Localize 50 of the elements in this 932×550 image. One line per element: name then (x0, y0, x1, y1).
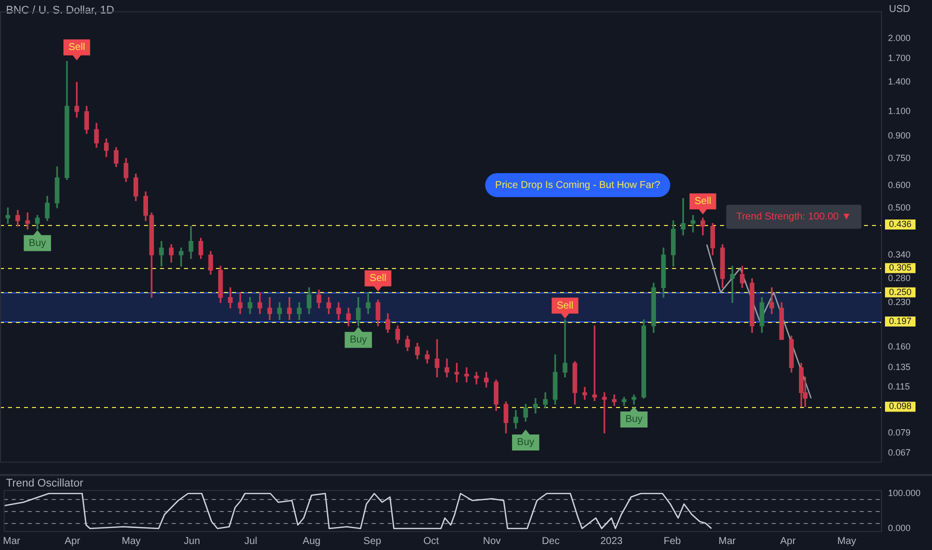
annotation: Price Drop Is Coming - But How Far? (495, 180, 661, 191)
y-tick-label: 0.230 (888, 297, 911, 308)
x-tick-label: May (122, 536, 141, 547)
y-tick-label: 0.340 (888, 249, 911, 260)
x-tick-label: Nov (482, 536, 501, 547)
x-tick-label: Apr (780, 536, 796, 547)
y-tick-label: 0.280 (888, 273, 911, 284)
annotation: Sell (370, 273, 386, 284)
annotation: Buy (517, 437, 534, 448)
ref-line-label: 0.098 (889, 401, 912, 412)
x-tick-label: Aug (302, 536, 320, 547)
y-tick-label: 0.500 (888, 202, 911, 212)
x-tick-label: Sep (363, 536, 382, 547)
annotation: Trend Strength: 100.00 ▼ (736, 211, 852, 222)
x-tick-label: Jun (184, 536, 200, 547)
ref-line-label: 0.436 (889, 219, 912, 230)
annotation: Sell (556, 300, 574, 312)
y-tick-label: 1.700 (888, 52, 911, 63)
ref-line-label: 0.250 (889, 286, 912, 297)
annotation: Sell (694, 196, 712, 208)
annotation: Sell (68, 42, 86, 54)
chart-title: Trend Oscillator (6, 478, 84, 490)
x-tick-label: Oct (423, 536, 440, 547)
y-tick-label: 0.900 (888, 130, 911, 141)
x-tick-label: Mar (2, 536, 21, 547)
x-tick-label: Apr (64, 536, 81, 547)
y-tick-label: 100.000 (888, 488, 921, 498)
y-tick-label: 0.115 (888, 382, 910, 392)
annotation: Buy (625, 414, 643, 426)
y-tick-label: 0.135 (888, 362, 911, 372)
y-tick-label: 0.600 (888, 180, 911, 190)
y-tick-label: 2.000 (888, 33, 911, 44)
annotation: Buy (28, 238, 46, 249)
ref-line-label: 0.197 (889, 316, 912, 326)
y-tick-label: 0.000 (888, 522, 911, 533)
x-tick-label: Mar (718, 536, 736, 547)
annotation: Buy (350, 334, 367, 346)
y-tick-label: 0.067 (888, 448, 911, 458)
ref-line-label: 0.305 (889, 262, 912, 273)
y-tick-label: 0.079 (888, 428, 911, 438)
y-tick-label: 0.750 (888, 152, 911, 163)
x-tick-label: May (837, 536, 856, 547)
x-tick-label: 2023 (600, 536, 624, 547)
x-tick-label: Feb (664, 536, 682, 547)
y-axis-title: USD (889, 4, 910, 15)
x-tick-label: Dec (542, 536, 560, 547)
y-tick-label: 1.400 (888, 76, 911, 87)
y-tick-label: 1.100 (888, 106, 911, 116)
x-tick-label: Jul (244, 536, 258, 547)
y-tick-label: 0.160 (888, 341, 911, 352)
